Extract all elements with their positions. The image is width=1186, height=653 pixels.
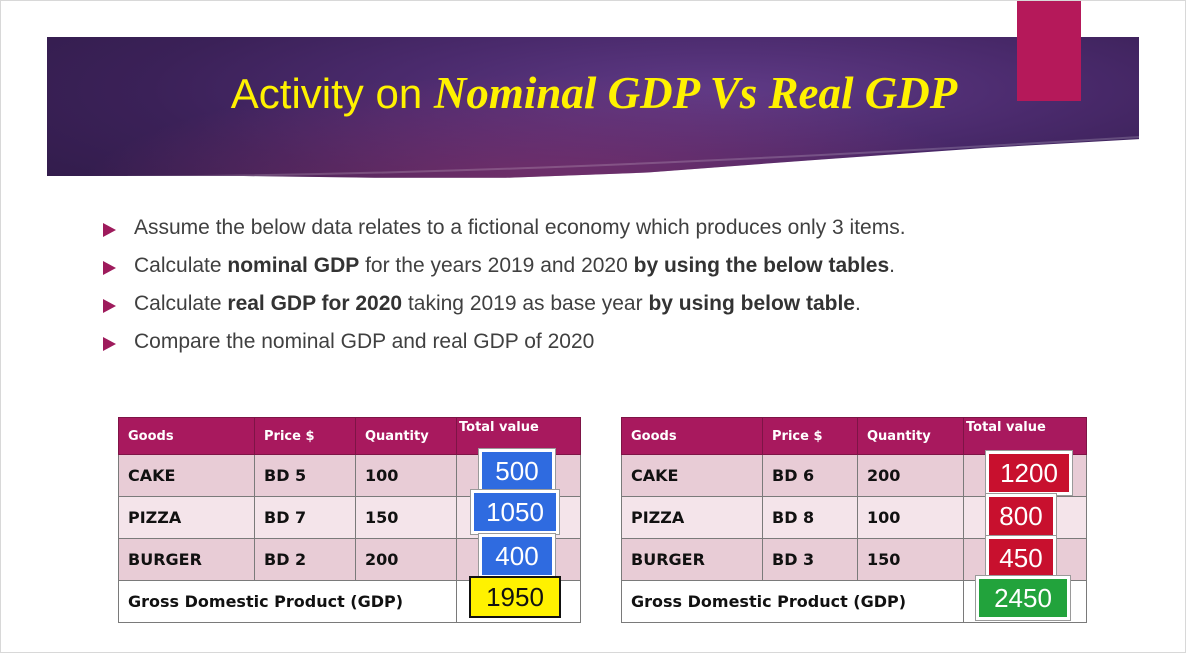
- bullet-item: Assume the below data relates to a ficti…: [101, 211, 906, 249]
- cell-quantity: 200: [355, 538, 457, 581]
- bullet-plain-text: Calculate: [134, 292, 228, 315]
- cell-price: BD 2: [254, 538, 356, 581]
- gdp-label: Gross Domestic Product (GDP): [118, 580, 457, 623]
- gdp-value-badge: 1950: [469, 576, 561, 618]
- bullet-text: Calculate real GDP for 2020 taking 2019 …: [134, 292, 861, 315]
- header-quantity: Quantity: [857, 417, 964, 455]
- header-price: Price $: [762, 417, 858, 455]
- table-row: CAKE BD 5 100 500: [118, 449, 581, 497]
- table-row: CAKE BD 6 200 1200: [621, 451, 1087, 497]
- cell-quantity: 100: [355, 454, 457, 497]
- bullet-bold-text: nominal GDP: [227, 254, 360, 277]
- bullet-arrow-icon: [103, 337, 116, 351]
- total-value-badge: 1050: [471, 490, 559, 534]
- bullet-arrow-icon: [103, 223, 116, 237]
- bullet-plain-text: Assume the below data relates to a ficti…: [134, 216, 906, 239]
- cell-quantity: 150: [355, 496, 457, 539]
- cell-good: PIZZA: [621, 496, 763, 539]
- table-row: PIZZA BD 8 100 800: [621, 494, 1087, 539]
- header-price: Price $: [254, 417, 356, 455]
- bullet-plain-text: Calculate: [134, 254, 228, 277]
- header-total-value: Total value: [963, 417, 1087, 455]
- bullet-list: Assume the below data relates to a ficti…: [101, 211, 906, 363]
- header-goods: Goods: [621, 417, 763, 455]
- cell-good: PIZZA: [118, 496, 255, 539]
- cell-good: CAKE: [118, 454, 255, 497]
- header-quantity: Quantity: [355, 417, 457, 455]
- cell-price: BD 3: [762, 538, 858, 581]
- title-banner-glow: [47, 37, 1139, 178]
- cell-total: 400: [456, 534, 581, 581]
- table-row: PIZZA BD 7 150 1050: [118, 490, 581, 539]
- bullet-item: Calculate nominal GDP for the years 2019…: [101, 249, 906, 287]
- bullet-arrow-icon: [103, 261, 116, 275]
- bullet-plain-text: for the years 2019 and 2020: [359, 254, 634, 277]
- bullet-plain-text: taking 2019 as base year: [402, 292, 649, 315]
- gdp-label: Gross Domestic Product (GDP): [621, 580, 964, 623]
- bullet-text: Assume the below data relates to a ficti…: [134, 216, 906, 239]
- header-goods: Goods: [118, 417, 255, 455]
- total-value-badge: 450: [986, 536, 1056, 580]
- bullet-plain-text: .: [854, 292, 861, 315]
- bullet-item: Compare the nominal GDP and real GDP of …: [101, 325, 906, 363]
- cell-good: CAKE: [621, 454, 763, 497]
- accent-tab: [1017, 1, 1081, 101]
- gdp-value-cell: 1950: [456, 576, 581, 623]
- gdp-value-badge: 2450: [976, 576, 1070, 620]
- bullet-arrow-icon: [103, 299, 116, 313]
- bullet-bold-text: by using below table: [648, 292, 855, 315]
- table-2020: Goods Price $ Quantity Total value CAKE …: [621, 417, 1087, 623]
- cell-quantity: 150: [857, 538, 964, 581]
- cell-total: 500: [456, 449, 581, 497]
- cell-price: BD 5: [254, 454, 356, 497]
- cell-good: BURGER: [621, 538, 763, 581]
- total-value-badge: 500: [479, 449, 555, 493]
- total-value-badge: 1200: [986, 451, 1072, 495]
- bullet-bold-text: real GDP for 2020: [227, 292, 403, 315]
- table-header-row: Goods Price $ Quantity Total value: [621, 417, 1087, 455]
- bullet-bold-text: by using the below tables: [633, 254, 890, 277]
- cell-price: BD 8: [762, 496, 858, 539]
- cell-quantity: 200: [857, 454, 964, 497]
- bullet-plain-text: .: [889, 254, 896, 277]
- table-gdp-row: Gross Domestic Product (GDP) 1950: [118, 576, 581, 623]
- table-row: BURGER BD 2 200 400: [118, 534, 581, 581]
- cell-total: 450: [963, 536, 1087, 581]
- bullet-text: Compare the nominal GDP and real GDP of …: [134, 330, 594, 353]
- title-italic: Nominal GDP Vs Real GDP: [433, 68, 958, 118]
- slide-title: Activity on Nominal GDP Vs Real GDP: [1, 67, 1186, 119]
- cell-total: 1200: [963, 451, 1087, 497]
- table-row: BURGER BD 3 150 450: [621, 536, 1087, 581]
- total-value-badge: 400: [479, 534, 555, 578]
- cell-price: BD 6: [762, 454, 858, 497]
- bullet-plain-text: Compare the nominal GDP and real GDP of …: [134, 330, 595, 353]
- bullet-text: Calculate nominal GDP for the years 2019…: [134, 254, 895, 277]
- table-gdp-row: Gross Domestic Product (GDP) 2450: [621, 576, 1087, 623]
- cell-good: BURGER: [118, 538, 255, 581]
- total-value-badge: 800: [986, 494, 1056, 538]
- cell-total: 800: [963, 494, 1087, 539]
- cell-total: 1050: [456, 490, 581, 539]
- gdp-value-cell: 2450: [963, 576, 1087, 623]
- bullet-item: Calculate real GDP for 2020 taking 2019 …: [101, 287, 906, 325]
- title-plain: Activity on: [230, 70, 434, 117]
- cell-quantity: 100: [857, 496, 964, 539]
- table-2019: Goods Price $ Quantity Total value CAKE …: [118, 417, 581, 623]
- cell-price: BD 7: [254, 496, 356, 539]
